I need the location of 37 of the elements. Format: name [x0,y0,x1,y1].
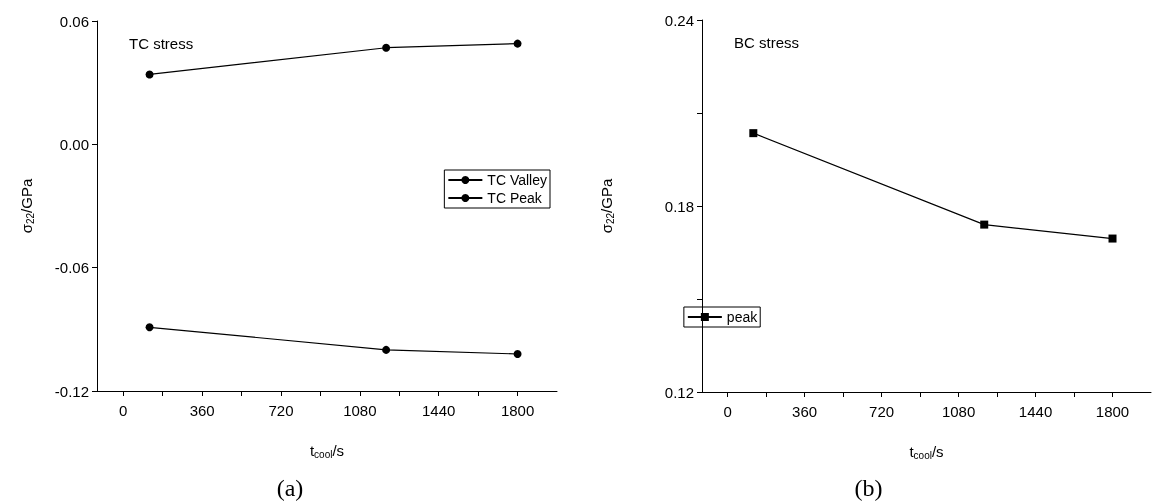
y-axis-title: σ22/GPa [17,178,36,234]
x-tick-label: 720 [268,402,294,419]
x-tick-label: 1440 [1018,403,1053,420]
x-tick-label: 720 [869,403,895,420]
x-tick-label: 360 [792,403,818,420]
y-tick-label: 0.18 [664,197,694,215]
point [749,129,758,138]
point [382,43,391,52]
point [513,39,522,48]
point [382,345,391,354]
y-tick-label: -0.12 [54,382,89,400]
point [980,220,989,229]
x-tick-label: 1080 [343,402,377,419]
text: (a) [276,475,304,501]
x-tick-label: 1080 [941,403,976,420]
text: BC stress [734,34,800,51]
y-axis-title: σ22/GPa [597,178,616,234]
point [145,323,154,332]
x-tick-label: 360 [189,402,215,419]
y-tick-label: 0.24 [664,11,694,29]
y-tick-label: 0.06 [59,12,89,30]
legend-label: TC Peak [487,190,543,206]
x-tick-label: 0 [723,403,732,420]
text: (b) [854,475,883,501]
legend-label: peak [726,309,759,325]
x-tick-label: 1440 [422,402,456,419]
x-tick-label: 1800 [1095,403,1130,420]
y-tick-label: 0.12 [664,383,694,401]
point [513,350,522,358]
y-tick-label: 0.00 [59,135,89,153]
point [145,70,154,79]
y-tick-label: -0.06 [54,259,89,277]
x-tick-label: 0 [119,402,128,419]
point [1108,234,1117,243]
x-tick-label: 1800 [500,402,535,419]
legend-label: TC Valley [487,172,548,188]
text: TC stress [129,35,194,52]
